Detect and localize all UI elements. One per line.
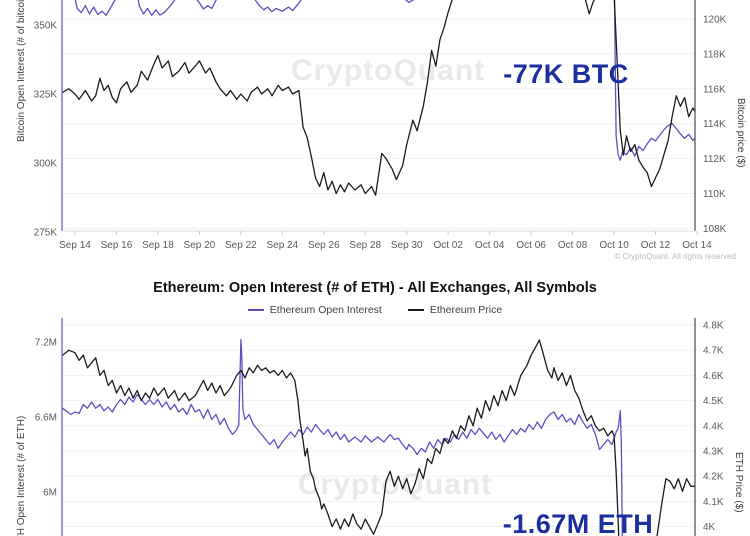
y-right-tick-label: 4.3K xyxy=(703,447,724,458)
y-right-tick-label: 4.7K xyxy=(703,346,724,357)
legend-item-eth-price: Ethereum Price xyxy=(407,304,503,316)
x-tick-label: Sep 22 xyxy=(225,240,257,251)
legend-label: Ethereum Price xyxy=(429,304,503,316)
y-right-tick-label: 110K xyxy=(703,189,726,200)
bitcoin-price-line xyxy=(62,0,695,196)
x-tick-label: Oct 12 xyxy=(641,240,671,251)
x-tick-label: Sep 28 xyxy=(349,240,381,251)
btc-right-axis-title: Bitcoin price ($) xyxy=(735,98,746,167)
bitcoin-open-interest-line xyxy=(74,0,695,161)
ethereum-open-interest-line xyxy=(62,338,623,536)
btc-series-lines xyxy=(62,0,695,196)
price-line-swatch-icon xyxy=(407,309,424,311)
eth-right-axis-title: ETH Price ($) xyxy=(733,452,744,513)
y-left-tick-label: 275K xyxy=(34,228,58,239)
ethereum-price-line xyxy=(62,339,695,536)
y-right-tick-label: 114K xyxy=(703,119,726,130)
x-tick-label: Sep 26 xyxy=(308,240,340,251)
y-left-tick-label: 325K xyxy=(34,90,58,101)
y-left-tick-label: 7.2M xyxy=(35,338,57,349)
x-tick-label: Oct 04 xyxy=(475,240,505,251)
x-tick-label: Sep 20 xyxy=(184,240,216,251)
x-tick-label: Oct 08 xyxy=(558,240,588,251)
copyright-notice: © CryptoQuant. All rights reserved xyxy=(614,252,737,261)
y-right-tick-label: 120K xyxy=(703,15,727,26)
eth-series-lines xyxy=(62,338,695,536)
x-tick-label: Oct 02 xyxy=(433,240,463,251)
x-tick-label: Oct 06 xyxy=(516,240,546,251)
y-right-tick-label: 4.8K xyxy=(703,321,724,332)
x-tick-label: Sep 14 xyxy=(59,240,91,251)
cryptoquant-watermark: CryptoQuant xyxy=(291,54,485,87)
x-tick-label: Oct 10 xyxy=(599,240,629,251)
x-tick-label: Sep 24 xyxy=(266,240,298,251)
eth-left-axis-title: ETH Open Interest (# of ETH) xyxy=(16,416,27,536)
y-left-tick-label: 6M xyxy=(43,488,57,499)
eth-gridlines xyxy=(62,324,695,528)
eth-chart-title: Ethereum: Open Interest (# of ETH) - All… xyxy=(153,280,597,296)
y-right-tick-label: 118K xyxy=(703,49,726,60)
y-left-tick-label: 6.6M xyxy=(35,413,57,424)
eth-oi-change-annotation: -1.67M ETH xyxy=(503,509,654,536)
y-right-tick-label: 4K xyxy=(703,522,716,533)
y-right-tick-label: 112K xyxy=(703,154,726,165)
y-right-tick-label: 4.6K xyxy=(703,371,724,382)
eth-open-interest-chart: CryptoQuant 7.2M6.6M6M4.8K4.7K4.6K4.5K4.… xyxy=(16,318,744,536)
btc-gridlines xyxy=(62,18,695,229)
y-right-tick-label: 116K xyxy=(703,84,726,95)
legend-item-eth-open-interest: Ethereum Open Interest xyxy=(247,304,382,316)
y-right-tick-label: 4.5K xyxy=(703,396,724,407)
eth-chart-legend: Ethereum Open Interest Ethereum Price xyxy=(0,304,750,316)
btc-left-axis-title: Bitcoin Open Interest (# of bitcoin) xyxy=(16,0,27,142)
btc-oi-change-annotation: -77K BTC xyxy=(503,59,629,89)
y-right-tick-label: 4.1K xyxy=(703,497,724,508)
oi-line-swatch-icon xyxy=(247,309,264,311)
x-tick-label: Oct 14 xyxy=(682,240,712,251)
y-right-tick-label: 4.2K xyxy=(703,472,724,483)
legend-label: Ethereum Open Interest xyxy=(269,304,382,316)
y-right-tick-label: 4.4K xyxy=(703,421,724,432)
x-tick-label: Sep 16 xyxy=(101,240,133,251)
btc-open-interest-chart: CryptoQuant Sep 14 Sep 16 Sep 18 Sep 20 Sep … xyxy=(16,0,746,251)
eth-axes: 7.2M 6.6M 6M 4.8K 4.7K 4.6K 4.5K 4.4K 4.3K 4.2K 4.… xyxy=(35,318,724,536)
y-left-tick-label: 300K xyxy=(34,159,58,170)
x-tick-label: Sep 18 xyxy=(142,240,174,251)
btc-axes: Sep 14 Sep 16 Sep 18 Sep 20 Sep 22 Sep 24 Sep … xyxy=(34,0,727,251)
y-left-tick-label: 350K xyxy=(34,21,58,32)
x-tick-label: Sep 30 xyxy=(391,240,423,251)
y-right-tick-label: 108K xyxy=(703,224,727,235)
